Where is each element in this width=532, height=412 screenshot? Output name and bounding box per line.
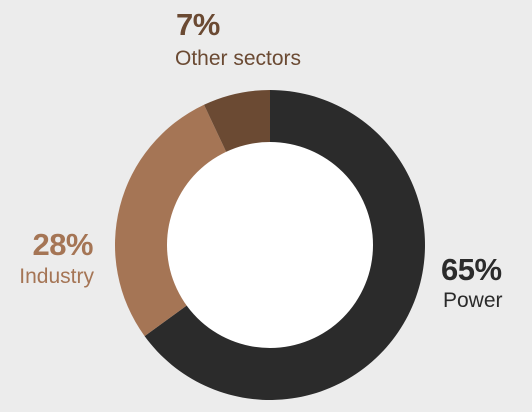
slice-label-other-sectors: Other sectors (175, 47, 301, 70)
slice-value-power: 65% (441, 252, 502, 287)
donut-hole (167, 142, 373, 348)
slice-value-industry: 28% (32, 227, 93, 262)
slice-label-power: Power (443, 289, 503, 312)
slice-value-other-sectors: 7% (176, 7, 220, 42)
slice-label-industry: Industry (19, 265, 94, 288)
